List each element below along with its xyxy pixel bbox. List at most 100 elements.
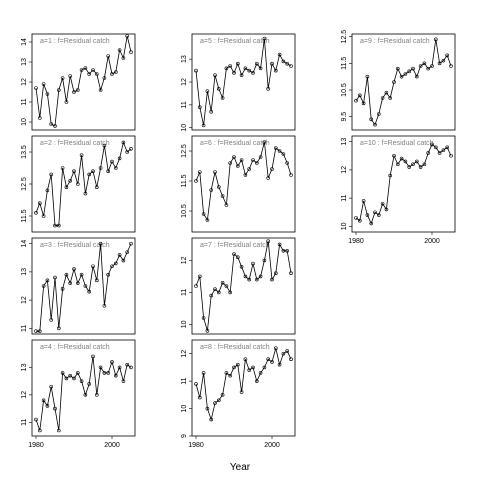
data-point <box>281 152 286 156</box>
data-point <box>56 88 61 92</box>
data-point <box>205 328 210 333</box>
data-point <box>213 170 217 174</box>
data-point <box>414 159 419 164</box>
data-point <box>239 264 244 269</box>
data-point <box>34 211 38 215</box>
data-point <box>72 267 76 271</box>
panel-a10: a=10 : f=Residual catch 10 11 12 13 1980 2000 <box>341 135 456 245</box>
data-point <box>251 261 255 266</box>
data-point <box>98 88 103 92</box>
y-tick-label: 13 <box>21 363 28 371</box>
data-point <box>91 169 95 173</box>
data-point <box>220 194 225 198</box>
data-point <box>224 66 229 71</box>
data-point <box>83 66 88 70</box>
data-point <box>217 185 221 189</box>
data-point <box>380 201 385 206</box>
data-point <box>37 201 42 205</box>
y-tick-label: 14 <box>21 38 28 46</box>
data-point <box>41 398 46 403</box>
data-point <box>102 76 107 80</box>
data-point <box>121 379 126 383</box>
series-line <box>195 141 292 222</box>
data-point <box>129 50 133 54</box>
data-point <box>247 368 251 372</box>
data-point <box>209 293 213 298</box>
data-point <box>266 239 271 243</box>
y-tick-label: 13 <box>21 58 28 66</box>
y-tick-label: 11 <box>21 98 28 105</box>
data-point <box>49 172 54 177</box>
data-point <box>373 122 377 127</box>
panel-a9: a=9 : f=Residual catch 9.5 10.5 11.5 12.5 <box>341 30 456 131</box>
panel-a7: a=7 : f=Residual catch 10 11 12 <box>181 237 296 335</box>
y-tick-label: 12 <box>21 391 28 399</box>
data-point <box>247 68 251 73</box>
data-point <box>232 155 236 159</box>
data-point <box>198 395 202 400</box>
data-point <box>79 153 84 157</box>
data-point <box>422 61 427 66</box>
data-point <box>239 73 244 77</box>
data-point <box>376 213 381 217</box>
data-point <box>121 56 126 60</box>
y-tick-label: 10 <box>341 222 348 230</box>
data-point <box>407 69 412 74</box>
data-point <box>281 351 286 356</box>
data-point <box>437 61 442 66</box>
y-tick-label: 14 <box>21 240 28 248</box>
data-point <box>98 166 103 170</box>
panel-a8: a=8 : f=Residual catch 9 10 11 12 1980 2000 <box>181 339 296 449</box>
data-point <box>354 98 358 103</box>
data-point <box>76 371 80 375</box>
data-point <box>243 357 248 362</box>
data-point <box>266 357 271 362</box>
data-point <box>117 48 122 52</box>
y-tick-label: 11 <box>181 289 188 296</box>
data-point <box>64 272 69 277</box>
data-point <box>60 287 65 291</box>
y-tick-label: 12 <box>341 166 348 174</box>
data-point <box>247 167 251 171</box>
data-point <box>254 277 259 282</box>
data-point <box>95 185 99 189</box>
data-point <box>106 371 110 375</box>
x-tick-label: 2000 <box>264 442 280 449</box>
panel-a1: a=1 : f=Residual catch 10 11 12 13 14 <box>21 33 136 131</box>
panel-a4: a=4 : f=Residual catch 11 12 13 1980 2000 <box>21 339 136 449</box>
y-tick-label: 12 <box>181 256 188 264</box>
data-point <box>209 109 213 114</box>
data-point <box>251 71 255 75</box>
data-point <box>449 64 453 68</box>
data-point <box>125 250 129 254</box>
panel-label: a=1 : f=Residual catch <box>40 38 110 45</box>
data-point <box>72 169 76 173</box>
data-point <box>68 373 72 378</box>
panel-frame <box>191 33 296 131</box>
data-point <box>273 271 278 276</box>
data-point <box>220 96 225 100</box>
panel-frame <box>191 339 296 437</box>
data-point <box>114 261 118 266</box>
data-point <box>41 284 46 288</box>
data-point <box>224 203 229 207</box>
data-point <box>232 71 236 75</box>
y-tick-label: 13.5 <box>21 145 28 159</box>
series-line <box>355 143 452 225</box>
data-point <box>117 156 122 161</box>
data-point <box>258 274 263 279</box>
data-point <box>95 393 99 397</box>
data-point <box>53 406 57 411</box>
data-point <box>433 145 438 150</box>
data-point <box>270 61 274 66</box>
y-tick-label: 11.5 <box>181 174 188 187</box>
data-point <box>251 158 255 162</box>
data-point <box>95 72 99 76</box>
x-tick-label: 2000 <box>104 442 120 449</box>
data-point <box>53 223 57 228</box>
data-point <box>217 87 221 91</box>
data-point <box>239 158 244 162</box>
data-point <box>64 185 69 189</box>
data-point <box>281 249 286 253</box>
